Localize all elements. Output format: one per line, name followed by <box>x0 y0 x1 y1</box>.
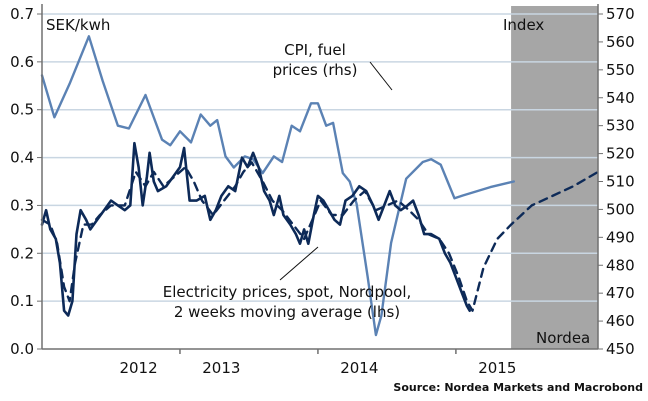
right-axis-tick-label: 550 <box>606 61 635 79</box>
forecast-region-label: Nordea <box>536 329 590 347</box>
right-axis-tick-label: 560 <box>606 33 635 51</box>
electricity-annotation-line-1: Electricity prices, spot, Nordpool, <box>163 283 412 301</box>
series-electricity-spot-line <box>40 141 471 317</box>
right-axis-tick-label: 570 <box>606 5 635 23</box>
electricity-annotation-leader <box>279 246 319 281</box>
right-axis-tick-label: 470 <box>606 284 635 302</box>
x-axis-year-label: 2015 <box>478 359 516 377</box>
right-axis-tick-label: 530 <box>606 117 635 135</box>
series-cpi-fuel-line <box>40 35 515 337</box>
right-axis-tick-label: 500 <box>606 200 635 218</box>
x-axis-year-label: 2012 <box>119 359 157 377</box>
left-axis-tick-label: 0.5 <box>10 101 34 119</box>
right-axis-tick-label: 490 <box>606 228 635 246</box>
left-axis-unit-label: SEK/kwh <box>46 16 110 34</box>
forecast-shaded-region <box>511 6 598 349</box>
series-moving-average-line <box>40 161 600 312</box>
left-axis-tick-label: 0.0 <box>10 340 34 358</box>
left-axis-tick-label: 0.2 <box>10 244 34 262</box>
cpi-annotation-line-1: CPI, fuel <box>284 41 346 59</box>
right-axis-tick-label: 520 <box>606 145 635 163</box>
right-axis-tick-label: 450 <box>606 340 635 358</box>
right-axis-tick-label: 460 <box>606 312 635 330</box>
right-axis-unit-label: Index <box>503 16 544 34</box>
electricity-annotation-line-2: 2 weeks moving average (lhs) <box>174 303 400 321</box>
x-axis-year-label: 2013 <box>202 359 240 377</box>
right-axis-tick-label: 540 <box>606 89 635 107</box>
left-axis-tick-label: 0.1 <box>10 292 34 310</box>
left-axis-tick-label: 0.7 <box>10 5 34 23</box>
cpi-annotation-leader <box>369 61 393 91</box>
left-axis-tick-label: 0.3 <box>10 196 34 214</box>
cpi-annotation-line-2: prices (rhs) <box>273 61 358 79</box>
left-axis-tick-label: 0.6 <box>10 53 34 71</box>
x-axis-year-label: 2014 <box>340 359 378 377</box>
right-axis-tick-label: 510 <box>606 173 635 191</box>
right-axis-tick-label: 480 <box>606 256 635 274</box>
left-axis-tick-label: 0.4 <box>10 149 34 167</box>
source-note: Source: Nordea Markets and Macrobond <box>393 381 643 394</box>
